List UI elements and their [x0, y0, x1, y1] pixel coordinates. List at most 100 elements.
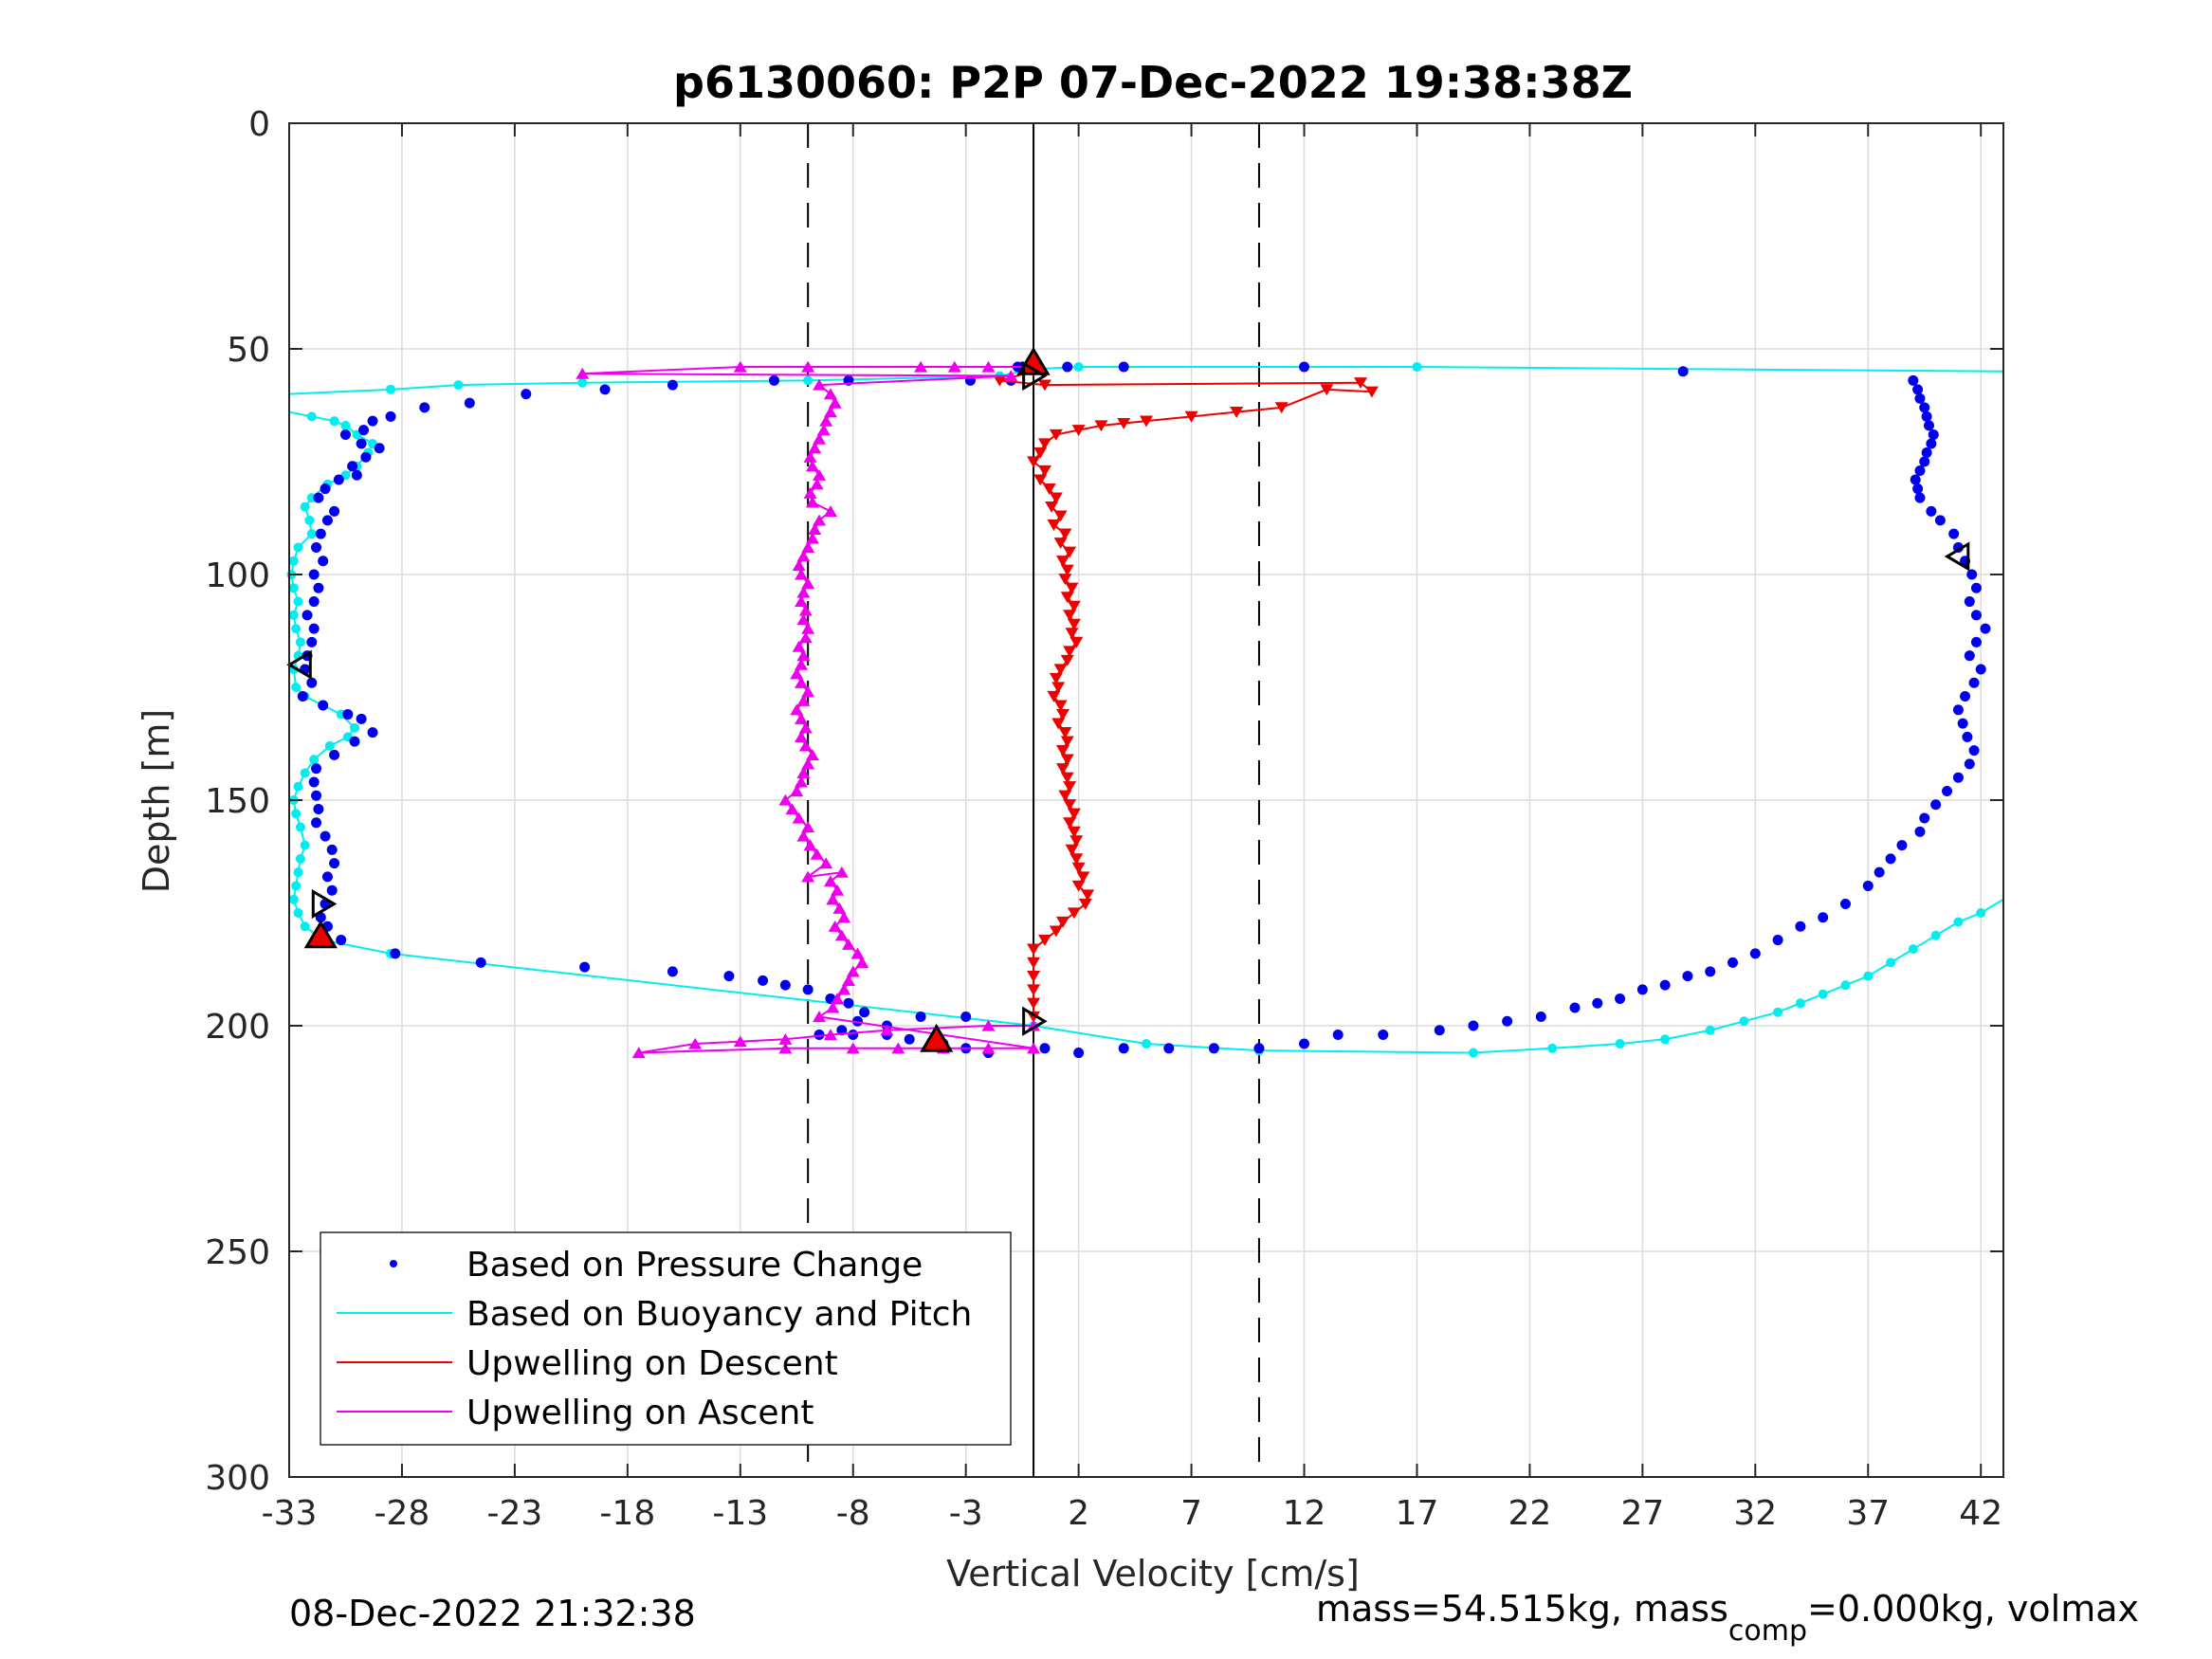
- buoyancy-point: [293, 908, 303, 918]
- y-axis-ticks: 0 50 100 150 200 250 300: [205, 105, 2003, 1498]
- descent-point: [1058, 727, 1072, 738]
- pressure-point: [1964, 650, 1975, 662]
- ascent-point: [792, 640, 806, 652]
- buoyancy-point: [1615, 1039, 1625, 1049]
- x-tick-label: -13: [712, 1494, 768, 1533]
- ascent-point: [803, 487, 817, 499]
- pressure-point: [311, 541, 322, 553]
- ascent-point: [813, 432, 827, 445]
- buoyancy-point: [288, 894, 299, 904]
- ascent-point: [801, 757, 815, 770]
- pressure-point: [915, 1011, 926, 1022]
- pressure-point: [1926, 438, 1937, 449]
- ascent-point: [778, 1032, 793, 1045]
- series-descent: [993, 366, 1379, 1023]
- ascent-point: [803, 839, 817, 851]
- descent-point: [1060, 654, 1074, 666]
- ascent-point: [831, 884, 845, 896]
- pressure-point: [385, 410, 396, 422]
- pressure-point: [1928, 428, 1939, 440]
- ascent-point: [798, 604, 813, 616]
- pressure-point: [814, 1030, 825, 1041]
- pressure-point: [347, 461, 358, 472]
- pressure-point: [1966, 569, 1978, 580]
- descent-point: [1055, 708, 1069, 720]
- pressure-point: [1914, 826, 1926, 837]
- ascent-point: [576, 367, 590, 379]
- buoyancy-point: [300, 921, 310, 932]
- descent-point: [1063, 781, 1077, 793]
- ascent-point: [826, 893, 840, 905]
- ascent-point: [823, 388, 837, 400]
- descent-point: [1065, 582, 1079, 594]
- pressure-point: [599, 384, 611, 395]
- pressure-point: [1062, 361, 1073, 373]
- ascent-point: [846, 1042, 860, 1054]
- descent-point: [1067, 826, 1081, 838]
- descent-point: [1037, 379, 1051, 392]
- pressure-point: [358, 425, 370, 436]
- ascent-point: [805, 749, 819, 760]
- buoyancy-point: [1412, 362, 1422, 373]
- pressure-point: [1921, 410, 1932, 422]
- pressure-point: [1839, 898, 1851, 909]
- descent-point: [1071, 425, 1086, 436]
- descent-point: [1037, 465, 1051, 477]
- x-tick-label: -8: [836, 1494, 870, 1533]
- ascent-point: [813, 468, 827, 481]
- footer-mass-info: mass=54.515kg, masscomp=0.000kg, volmax: [1316, 1588, 2139, 1648]
- descent-point: [993, 374, 1007, 387]
- pressure-point: [419, 402, 430, 413]
- buoyancy-point: [1818, 989, 1828, 999]
- descent-point: [1049, 428, 1063, 441]
- pressure-point: [313, 492, 324, 503]
- buoyancy-point: [306, 411, 317, 422]
- pressure-point: [843, 997, 854, 1009]
- pressure-point: [306, 677, 318, 688]
- pressure-point: [1434, 1025, 1445, 1036]
- y-tick-label: 200: [205, 1008, 270, 1047]
- ascent-point: [801, 577, 815, 590]
- pressure-point: [1970, 582, 1982, 593]
- descent-point: [1117, 417, 1131, 429]
- ascent-point: [841, 939, 855, 950]
- pressure-point: [1960, 691, 1971, 702]
- descent-point: [1037, 438, 1051, 450]
- start-marker: [1016, 346, 1051, 375]
- pressure-point: [351, 469, 362, 481]
- pressure-point: [1968, 677, 1980, 688]
- pressure-point: [1659, 979, 1671, 991]
- descent-point: [1230, 407, 1244, 418]
- pressure-point: [1299, 1038, 1310, 1049]
- descent-point: [1058, 790, 1072, 802]
- buoyancy-point: [291, 809, 302, 819]
- descent-point: [1060, 754, 1074, 766]
- buoyancy-point: [1142, 1039, 1151, 1049]
- descent-point: [1069, 835, 1084, 848]
- x-axis-label: Vertical Velocity [cm/s]: [946, 1553, 1360, 1595]
- legend-box: [320, 1231, 1012, 1446]
- pressure-point: [315, 528, 326, 539]
- pressure-point: [342, 709, 354, 720]
- descent-point: [1060, 736, 1074, 748]
- ascent-point: [803, 450, 817, 463]
- pressure-point: [349, 736, 360, 747]
- pressure-point: [1914, 465, 1926, 477]
- ascent-point: [1027, 1042, 1041, 1054]
- ascent-point: [808, 442, 822, 454]
- ascent-point: [850, 947, 865, 959]
- buoyancy-point: [1795, 998, 1805, 1009]
- descent-point: [1354, 377, 1367, 389]
- pressure-point: [1975, 664, 1986, 675]
- footer-mass-prefix: mass=54.515kg, mass: [1316, 1588, 1728, 1630]
- pressure-point: [313, 582, 324, 593]
- pressure-point: [1962, 731, 1973, 742]
- ascent-point: [837, 911, 851, 923]
- pressure-point: [339, 428, 351, 440]
- descent-point: [1045, 501, 1059, 513]
- legend: Based on Pressure Change Based on Buoyan…: [320, 1231, 1012, 1446]
- ascent-point: [796, 550, 811, 562]
- ascent-point: [981, 1019, 996, 1031]
- pressure-point: [1942, 785, 1953, 796]
- descent-point: [1060, 564, 1074, 576]
